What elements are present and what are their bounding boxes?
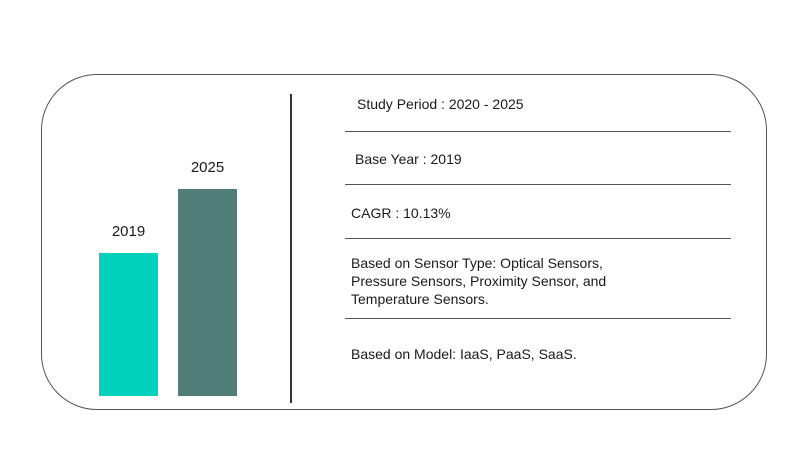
model-text: Based on Model: IaaS, PaaS, SaaS.: [351, 346, 577, 362]
bar-2025: [178, 189, 237, 396]
vertical-divider: [290, 94, 292, 403]
info-divider: [345, 184, 731, 185]
study-period-text: Study Period : 2020 - 2025: [357, 96, 524, 112]
sensor-type-line-2: Pressure Sensors, Proximity Sensor, and: [351, 273, 607, 289]
base-year-text: Base Year : 2019: [355, 151, 462, 167]
bar-2019: [99, 253, 158, 396]
summary-card: [41, 74, 767, 410]
bar-label-2019: 2019: [112, 223, 145, 240]
cagr-text: CAGR : 10.13%: [351, 205, 451, 221]
sensor-type-line-3: Temperature Sensors.: [351, 291, 489, 307]
sensor-type-line-1: Based on Sensor Type: Optical Sensors,: [351, 255, 603, 271]
info-divider: [345, 318, 731, 319]
info-divider: [345, 131, 731, 132]
info-divider: [345, 238, 731, 239]
bar-label-2025: 2025: [191, 159, 224, 176]
